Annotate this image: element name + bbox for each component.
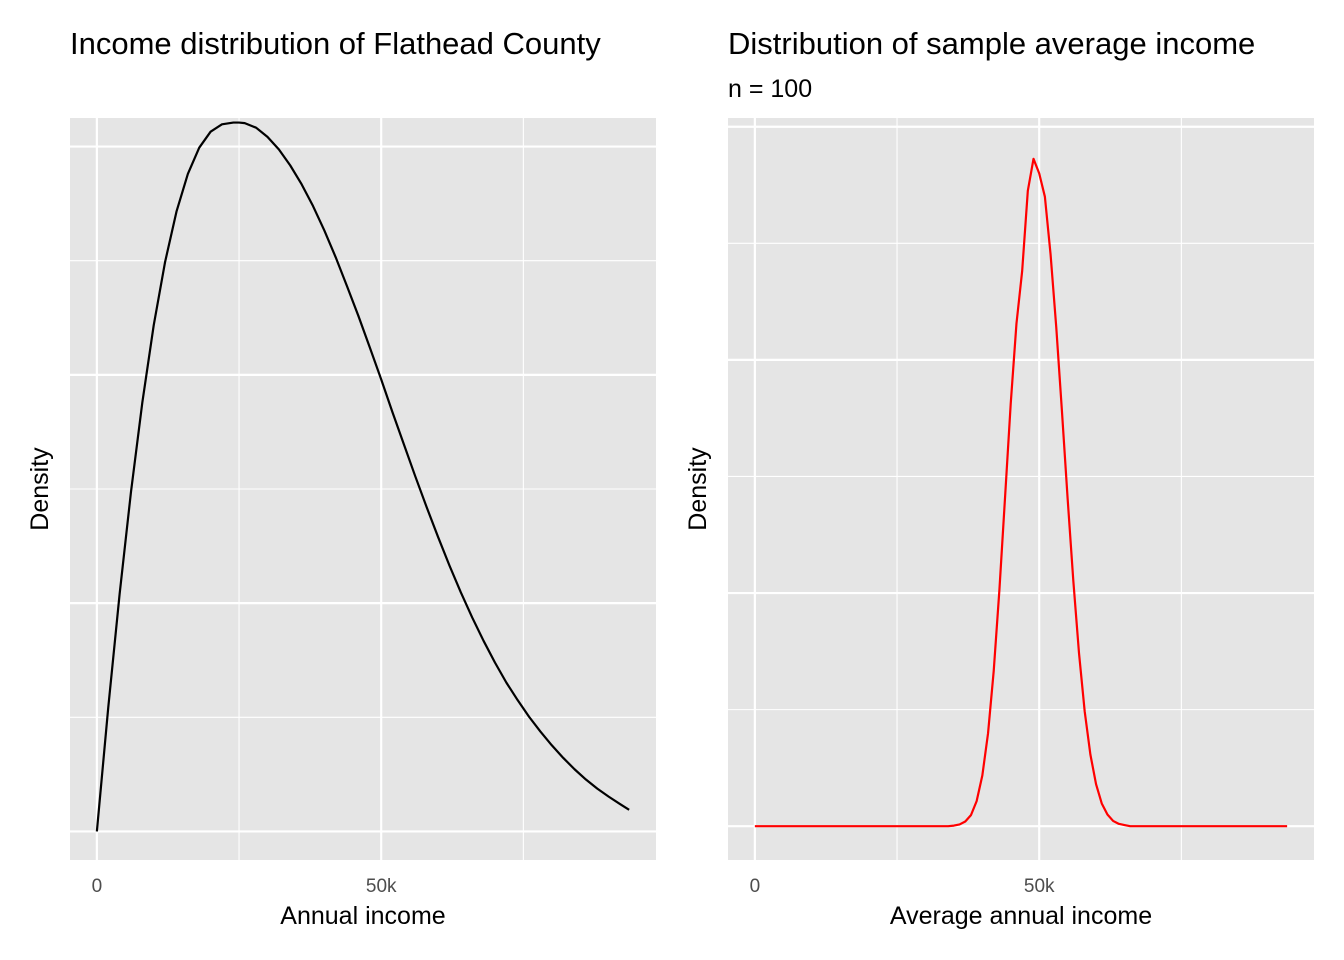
x-tick-label: 50k <box>366 876 397 897</box>
grid-lines <box>70 118 656 860</box>
y-axis-title: Density <box>684 447 712 531</box>
x-tick-label: 50k <box>1024 876 1055 897</box>
density-curve <box>95 121 630 832</box>
x-tick-labels: 0 50k <box>92 876 397 897</box>
x-tick-labels: 0 50k <box>750 876 1055 897</box>
series-lines <box>95 121 630 832</box>
x-axis-title: Annual income <box>280 902 445 930</box>
plot-panel <box>728 118 1314 860</box>
chart-title: Income distribution of Flathead County <box>70 26 601 61</box>
chart-subtitle: n = 100 <box>728 75 812 103</box>
x-tick-label: 0 <box>750 876 761 897</box>
chart-sample-average-distribution: Distribution of sample average income n … <box>684 26 1314 930</box>
x-axis-title: Average annual income <box>890 902 1152 930</box>
chart-income-distribution: Income distribution of Flathead County 0… <box>26 26 656 930</box>
chart-title: Distribution of sample average income <box>728 26 1255 61</box>
series-lines <box>754 157 1288 828</box>
x-tick-label: 0 <box>92 876 103 897</box>
density-curve <box>754 157 1288 828</box>
y-axis-title: Density <box>26 447 54 531</box>
